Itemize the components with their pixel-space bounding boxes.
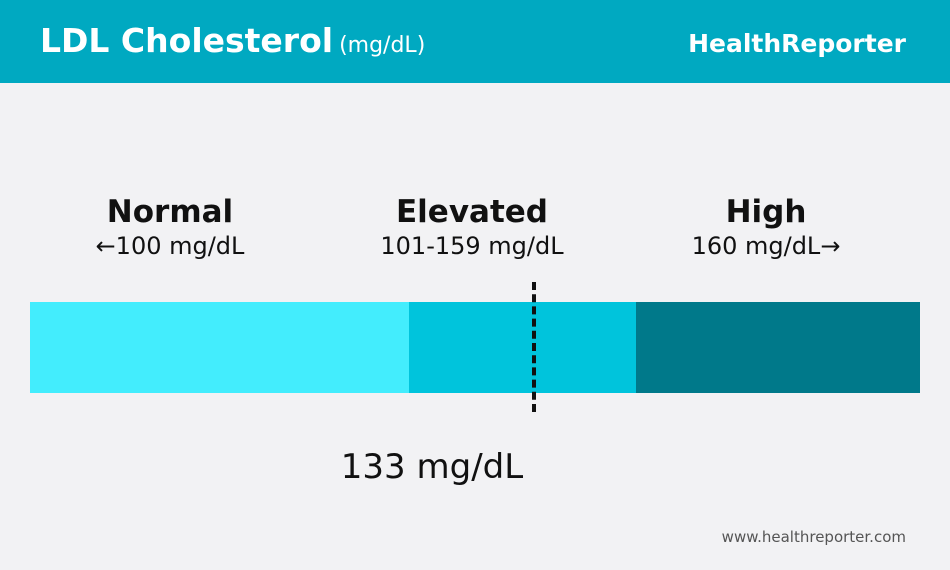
value-marker-line [531, 282, 536, 412]
category-normal: Normal ←100 mg/dL [30, 194, 310, 260]
brand-logo: HealthReporter [688, 29, 906, 58]
title-text: LDL Cholesterol [40, 21, 334, 60]
category-elevated: Elevated 101-159 mg/dL [332, 194, 612, 260]
category-range: 101-159 mg/dL [332, 232, 612, 260]
range-label: 160 mg/dL [691, 232, 821, 260]
bar-segment-elevated [408, 302, 636, 393]
arrow-left-icon: ← [95, 232, 116, 260]
value-label: 133 mg/dL [340, 447, 524, 487]
category-high: High 160 mg/dL→ [626, 194, 906, 260]
category-name: Elevated [396, 194, 548, 230]
category-range: 160 mg/dL→ [626, 232, 906, 260]
category-name: High [725, 194, 807, 230]
header-bar: LDL Cholesterol (mg/dL) HealthReporter [0, 0, 950, 83]
range-label: 100 mg/dL [115, 232, 245, 260]
category-range: ←100 mg/dL [30, 232, 310, 260]
title-unit: (mg/dL) [339, 33, 426, 58]
source-url: www.healthreporter.com [721, 528, 906, 546]
page-title: LDL Cholesterol (mg/dL) [40, 21, 425, 60]
range-bar [30, 302, 920, 393]
range-label: 101-159 mg/dL [380, 232, 564, 260]
bar-segment-normal [30, 302, 409, 393]
bar-segment-high [635, 302, 920, 393]
category-name: Normal [106, 194, 234, 230]
arrow-right-icon: → [820, 232, 841, 260]
